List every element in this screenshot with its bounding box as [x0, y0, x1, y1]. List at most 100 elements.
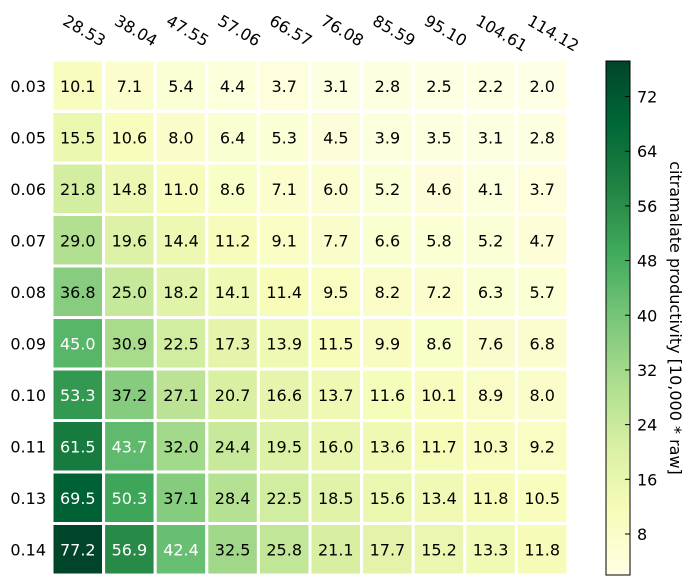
cell-value-label: 32.5 — [215, 540, 251, 559]
cell-value-label: 10.3 — [473, 437, 509, 456]
colorbar-tick-label: 24 — [637, 416, 657, 435]
cell-value-label: 61.5 — [60, 437, 96, 456]
heatmap-cell — [514, 470, 570, 525]
cell-value-label: 3.7 — [271, 77, 296, 96]
x-tick-label: 95.10 — [421, 11, 470, 50]
cell-value-label: 7.1 — [271, 180, 296, 199]
cell-value-label: 29.0 — [60, 231, 96, 250]
heatmap-cell — [102, 470, 157, 525]
cell-value-label: 11.2 — [215, 231, 251, 250]
cell-value-label: 2.8 — [529, 128, 554, 147]
cell-value-label: 8.6 — [220, 180, 245, 199]
cell-value-label: 8.0 — [168, 128, 193, 147]
cell-value-label: 11.0 — [163, 180, 199, 199]
cell-value-label: 11.5 — [318, 334, 354, 353]
cell-value-label: 11.6 — [370, 386, 406, 405]
cell-value-label: 22.5 — [163, 334, 199, 353]
cell-value-label: 17.7 — [370, 540, 406, 559]
heatmap-cell — [411, 264, 467, 319]
cell-value-label: 5.2 — [478, 231, 503, 250]
heatmap-cell — [102, 522, 157, 577]
x-tick-labels: 28.53 38.04 47.55 57.06 66.57 76.08 85.59 95.10… — [60, 11, 582, 55]
cell-value-label: 5.4 — [168, 77, 193, 96]
x-tick-label: 57.06 — [215, 11, 264, 50]
cell-value-label: 42.4 — [163, 540, 199, 559]
cell-value-label: 21.1 — [318, 540, 354, 559]
colorbar: 8 16 24 32 40 48 56 64 72 citramalate productivi… — [605, 60, 685, 576]
cell-value-label: 13.7 — [318, 386, 354, 405]
colorbar-gradient — [605, 60, 631, 576]
heatmap-cell — [102, 419, 157, 474]
heatmap-cell — [463, 367, 518, 422]
cell-value-label: 4.4 — [220, 77, 245, 96]
cell-value-label: 56.9 — [112, 540, 148, 559]
cell-value-label: 9.1 — [271, 231, 296, 250]
cell-value-label: 19.5 — [266, 437, 302, 456]
heatmap-cell — [514, 522, 570, 577]
cell-value-label: 11.4 — [266, 283, 302, 302]
cell-value-label: 25.8 — [266, 540, 302, 559]
cell-value-label: 9.2 — [529, 437, 554, 456]
cell-value-label: 7.6 — [478, 334, 503, 353]
cell-value-label: 2.5 — [426, 77, 451, 96]
cell-value-label: 15.2 — [421, 540, 457, 559]
heatmap-cell — [360, 522, 415, 577]
colorbar-tick-label: 40 — [637, 306, 657, 325]
y-tick-label: 0.05 — [10, 128, 46, 147]
heatmap-cell — [50, 316, 106, 371]
cell-value-label: 69.5 — [60, 489, 96, 508]
y-tick-label: 0.14 — [10, 540, 46, 559]
cell-value-label: 37.1 — [163, 489, 199, 508]
cell-value-label: 10.1 — [421, 386, 457, 405]
heatmap-cell — [308, 522, 364, 577]
cell-value-label: 10.6 — [112, 128, 148, 147]
cell-value-label: 8.2 — [375, 283, 400, 302]
cell-value-label: 19.6 — [112, 231, 148, 250]
heatmap-cell — [411, 367, 467, 422]
cell-value-label: 6.4 — [220, 128, 245, 147]
cell-value-label: 15.5 — [60, 128, 96, 147]
cell-value-label: 43.7 — [112, 437, 148, 456]
cell-value-label: 6.8 — [529, 334, 554, 353]
cell-value-label: 50.3 — [112, 489, 148, 508]
cell-value-label: 22.5 — [266, 489, 302, 508]
colorbar-label: citramalate productivity [10,000 * raw] — [666, 161, 685, 475]
cell-value-label: 10.1 — [60, 77, 96, 96]
cell-value-label: 5.7 — [529, 283, 554, 302]
cell-value-label: 14.1 — [215, 283, 251, 302]
heatmap-cell — [153, 522, 209, 577]
cell-value-label: 13.4 — [421, 489, 457, 508]
cell-value-label: 30.9 — [112, 334, 148, 353]
cell-value-label: 14.8 — [112, 180, 148, 199]
heatmap-cell — [514, 367, 570, 422]
cell-value-label: 5.3 — [271, 128, 296, 147]
heatmap-cell — [411, 470, 467, 525]
colorbar-tick-label: 48 — [637, 252, 657, 271]
cell-value-label: 15.6 — [370, 489, 406, 508]
cell-value-label: 28.4 — [215, 489, 251, 508]
colorbar-tick-label: 16 — [637, 470, 657, 489]
cell-value-label: 21.8 — [60, 180, 96, 199]
colorbar-tick-label: 56 — [637, 197, 657, 216]
colorbar-tick-label: 72 — [637, 88, 657, 107]
heatmap-cell — [50, 470, 106, 525]
heatmap-cell — [463, 470, 518, 525]
cell-value-label: 7.2 — [426, 283, 451, 302]
cell-value-label: 4.5 — [323, 128, 348, 147]
cell-value-label: 17.3 — [215, 334, 251, 353]
cell-value-label: 7.7 — [323, 231, 348, 250]
cell-value-label: 37.2 — [112, 386, 148, 405]
heatmap-cell — [514, 419, 570, 474]
colorbar-tick-label: 8 — [637, 525, 647, 544]
cell-value-label: 3.5 — [426, 128, 451, 147]
heatmap-cell — [360, 419, 415, 474]
cell-value-label: 9.5 — [323, 283, 348, 302]
heatmap-cell — [50, 522, 106, 577]
y-tick-label: 0.08 — [10, 283, 46, 302]
cell-value-label: 11.7 — [421, 437, 457, 456]
heatmap-cell — [308, 110, 364, 165]
cell-value-label: 18.2 — [163, 283, 199, 302]
heatmap-cell — [360, 110, 415, 165]
cell-value-label: 3.7 — [529, 180, 554, 199]
